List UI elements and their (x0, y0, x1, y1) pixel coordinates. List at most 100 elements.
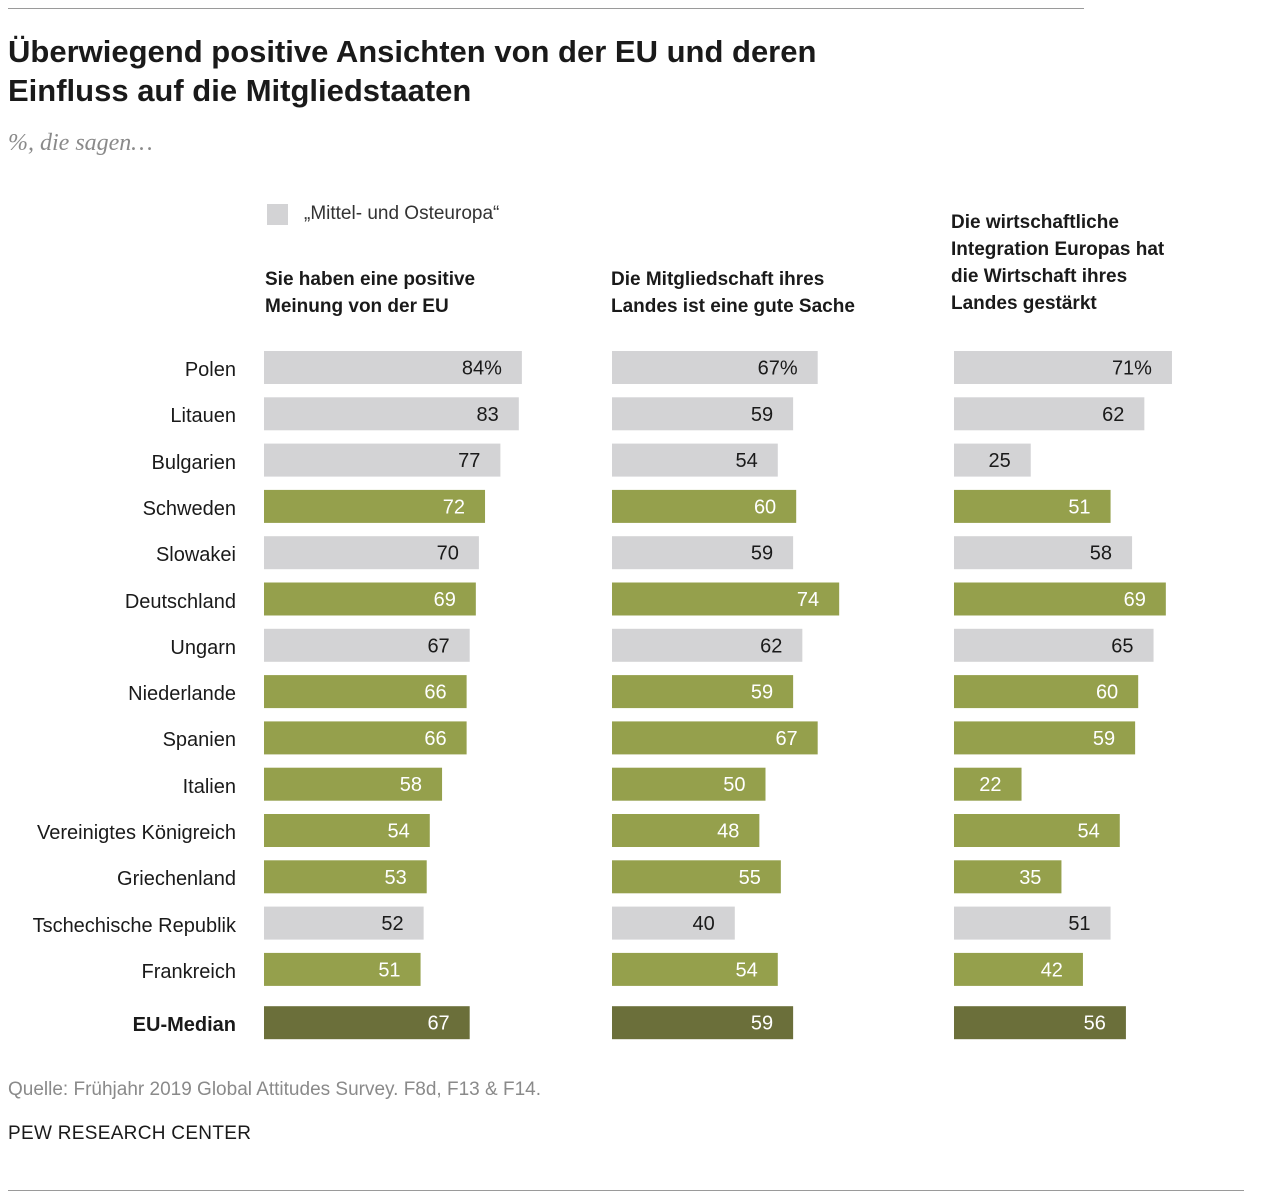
row-label: Deutschland (124, 590, 236, 613)
row-label: Italien (182, 775, 236, 798)
organization-name: PEW RESEARCH CENTER (8, 1123, 252, 1144)
bar (954, 952, 1083, 986)
bar (264, 397, 519, 431)
data-label: 62 (760, 635, 782, 657)
bottom-rule (8, 1190, 1244, 1191)
data-label: 67 (427, 635, 449, 657)
bar (612, 675, 794, 709)
bar (954, 860, 1062, 894)
column-header-membership-good: Die Mitgliedschaft ihres Landes ist eine… (611, 269, 855, 317)
data-label: 51 (1068, 913, 1090, 935)
data-label: 58 (1090, 543, 1112, 565)
bar (612, 489, 797, 523)
bar (954, 489, 1111, 523)
row-label: Niederlande (128, 683, 236, 706)
data-label: 67 (775, 728, 797, 750)
row-label: Ungarn (170, 636, 236, 659)
bar (954, 675, 1139, 709)
row-label: Litauen (170, 405, 236, 428)
data-label: 53 (384, 867, 406, 889)
bar (954, 351, 1172, 384)
bar (264, 489, 486, 523)
data-label: 69 (1124, 589, 1146, 611)
data-label: 69 (434, 589, 456, 611)
data-label: 74 (797, 589, 819, 611)
row-label: Polen (184, 359, 236, 381)
data-label: 52 (381, 913, 403, 935)
row-label: Bulgarien (151, 451, 236, 474)
data-label: 50 (723, 774, 745, 796)
bar (954, 582, 1166, 616)
data-label: 42 (1041, 959, 1063, 981)
data-label: 70 (437, 543, 459, 565)
data-label: 77 (458, 450, 480, 472)
bar (264, 906, 424, 940)
row-label: EU-Median (132, 1014, 236, 1037)
bar (612, 443, 778, 477)
bar (954, 536, 1133, 570)
data-label: 71% (1112, 358, 1152, 380)
bar (264, 582, 476, 616)
bar (264, 628, 470, 662)
bar (954, 397, 1145, 431)
data-label: 22 (979, 774, 1001, 796)
data-label: 40 (693, 913, 715, 935)
bar (954, 814, 1120, 847)
data-label: 51 (1068, 496, 1090, 518)
bar (264, 860, 427, 894)
bar (612, 814, 760, 847)
bar (954, 628, 1154, 662)
data-label: 54 (388, 821, 410, 843)
bar (612, 351, 818, 384)
data-label: 59 (751, 543, 773, 565)
bar (954, 1006, 1126, 1040)
row-label: Tschechische Republik (32, 914, 236, 937)
bar (954, 906, 1111, 940)
bar (612, 721, 818, 755)
row-label: Spanien (162, 729, 236, 752)
row-label: Frankreich (141, 960, 236, 983)
data-label: 25 (989, 450, 1011, 472)
bar (612, 628, 803, 662)
data-label: 59 (751, 682, 773, 704)
data-label: 59 (751, 404, 773, 426)
data-label: 58 (400, 774, 422, 796)
data-label: 59 (1093, 728, 1115, 750)
data-label: 56 (1084, 1013, 1106, 1035)
data-label: 83 (477, 404, 499, 426)
data-label: 60 (1096, 682, 1118, 704)
bar (612, 397, 794, 431)
legend: „Mittel- und Osteuropa“ (267, 200, 499, 228)
bar (264, 1006, 470, 1040)
bar (612, 952, 778, 986)
bar (954, 767, 1022, 801)
bar (264, 351, 522, 384)
row-label: Griechenland (117, 868, 236, 891)
data-label: 65 (1111, 635, 1133, 657)
chart-title: Überwiegend positive Ansichten von der E… (8, 34, 817, 108)
data-label: 59 (751, 1013, 773, 1035)
bar (612, 582, 840, 616)
bar (612, 906, 735, 940)
chart-subtitle: %, die sagen… (8, 130, 153, 156)
data-label: 66 (424, 682, 446, 704)
column-header-economy-strengthened: Die wirtschaftliche Integration Europas … (951, 212, 1165, 314)
bar (264, 675, 467, 709)
data-label: 48 (717, 821, 739, 843)
bar (264, 443, 501, 477)
bar (612, 1006, 794, 1040)
bar (954, 721, 1136, 755)
bar (954, 443, 1031, 477)
row-label: Slowakei (155, 544, 236, 567)
data-label: 54 (736, 959, 758, 981)
legend-swatch (267, 203, 288, 225)
data-label: 60 (754, 496, 776, 518)
bar (612, 767, 766, 801)
data-label: 67 (427, 1013, 449, 1035)
data-label: 35 (1019, 867, 1041, 889)
data-label: 67% (758, 358, 798, 380)
bar (264, 536, 479, 570)
data-label: 51 (378, 959, 400, 981)
bar (612, 860, 781, 894)
